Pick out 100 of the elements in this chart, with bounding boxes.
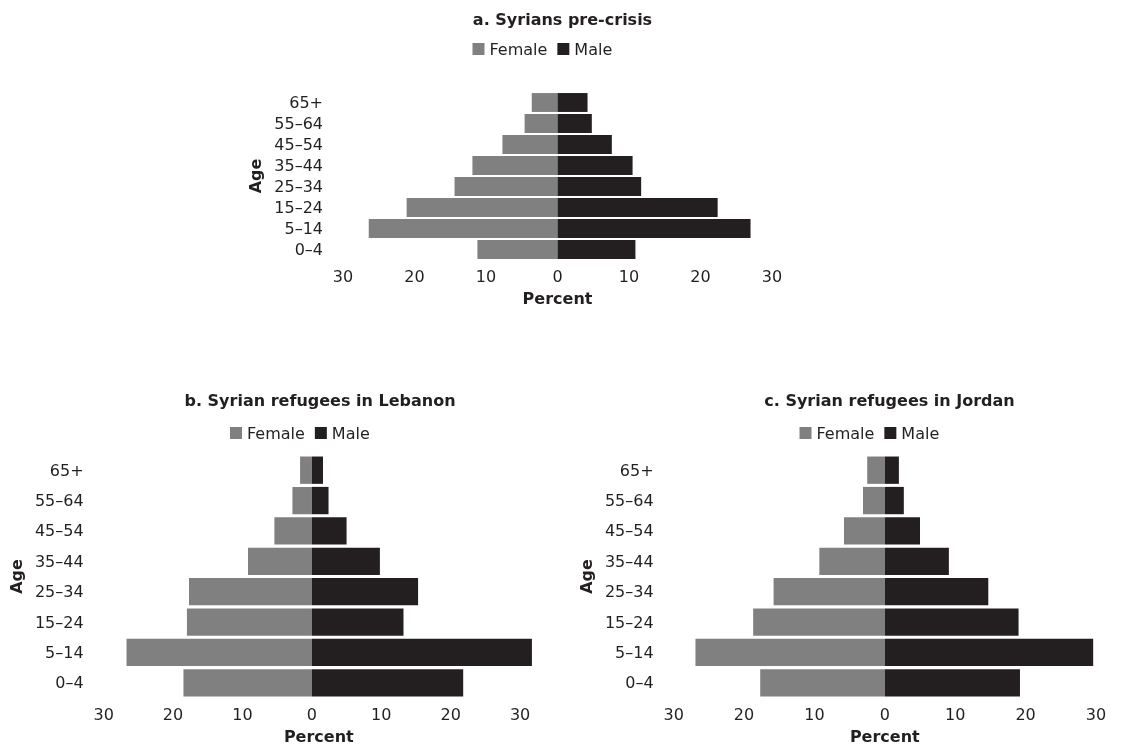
y-tick-label: 0–4 [55,673,84,693]
bar [867,456,885,484]
y-tick-label: 25–34 [34,582,84,602]
x-axis-title: Percent [522,288,593,308]
bar [557,240,636,259]
x-tick-label: 20 [690,266,711,286]
x-tick-label: 20 [733,704,755,724]
x-tick-label: 30 [332,266,354,286]
bar [884,456,899,484]
y-tick-label: 65+ [49,460,84,480]
bar [819,547,885,575]
bar [524,114,558,133]
bar [884,608,1019,636]
bar [311,456,323,484]
bar [183,669,312,697]
y-tick-label: 5–14 [284,219,323,238]
x-tick-label: 20 [440,704,461,724]
bar [843,517,885,545]
bar [274,517,312,545]
legend-label: Male [901,423,940,443]
y-tick-label: 15–24 [34,612,84,632]
bar [311,578,419,606]
bar [189,578,312,606]
bar [502,135,558,154]
bar [884,486,904,515]
bar [557,177,642,196]
y-axis-title: Age [6,559,26,594]
bar [773,578,885,606]
bar [557,114,592,133]
bar [477,240,558,259]
y-tick-label: 65+ [289,93,323,112]
x-tick-label: 0 [552,266,563,286]
bar [126,638,312,667]
bar [311,547,380,575]
y-tick-label: 0–4 [294,240,323,259]
x-tick-label: 0 [306,704,317,724]
bar [186,608,312,636]
bar [311,608,404,636]
x-tick-label: 10 [804,704,825,724]
bar [695,638,885,667]
x-tick-label: 30 [93,704,114,724]
bar [753,608,885,636]
bar [557,156,633,175]
y-tick-label: 35–44 [604,551,654,571]
chart-title: a. Syrians pre-crisis [472,9,653,29]
y-tick-label: 45–54 [274,135,323,154]
y-tick-label: 25–34 [604,582,654,602]
y-tick-label: 15–24 [274,198,323,217]
bar [557,198,718,217]
bar [531,93,558,112]
legend-label: Male [574,39,613,59]
x-axis-title: Percent [283,726,355,746]
x-tick-label: 10 [475,266,497,286]
bar [292,486,312,515]
x-tick-label: 20 [162,704,184,724]
x-tick-label: 20 [404,266,425,286]
y-tick-label: 45–54 [604,521,654,541]
y-tick-label: 45–54 [34,521,84,541]
bar [884,638,1094,667]
legend-label: Female [816,423,875,443]
chart-title: c. Syrian refugees in Jordan [764,390,1015,410]
bar [454,177,558,196]
x-tick-label: 30 [761,266,783,286]
bar [862,486,885,515]
bar [311,638,532,667]
bar [884,669,1020,697]
y-tick-label: 0–4 [625,673,654,693]
x-tick-label: 10 [232,704,253,724]
bar [884,547,949,575]
y-tick-label: 15–24 [604,612,654,632]
bar [311,669,464,697]
bar [300,456,312,484]
y-axis-title: Age [245,158,265,194]
bar [557,93,588,112]
x-tick-label: 30 [663,704,684,724]
y-tick-label: 55–64 [604,491,654,511]
y-tick-label: 5–14 [615,642,654,662]
bar [884,517,921,545]
legend-label: Female [247,423,305,443]
y-axis-title: Age [576,559,596,594]
y-tick-label: 35–44 [274,156,323,175]
bar [884,578,989,606]
legend-label: Female [489,39,548,59]
bar [311,486,329,515]
y-tick-label: 35–44 [34,551,84,571]
bar [368,219,558,238]
bar [472,156,558,175]
bar [248,547,312,575]
x-tick-label: 0 [879,704,890,724]
x-tick-label: 30 [509,704,531,724]
x-tick-label: 10 [618,266,640,286]
bar [311,517,347,545]
x-axis-title: Percent [849,726,921,746]
bar [406,198,558,217]
y-tick-label: 65+ [619,460,654,480]
chart-title: b. Syrian refugees in Lebanon [184,390,456,410]
y-tick-label: 55–64 [274,114,323,133]
x-tick-label: 20 [1015,704,1036,724]
y-tick-label: 55–64 [34,491,84,511]
x-tick-label: 30 [1085,704,1107,724]
